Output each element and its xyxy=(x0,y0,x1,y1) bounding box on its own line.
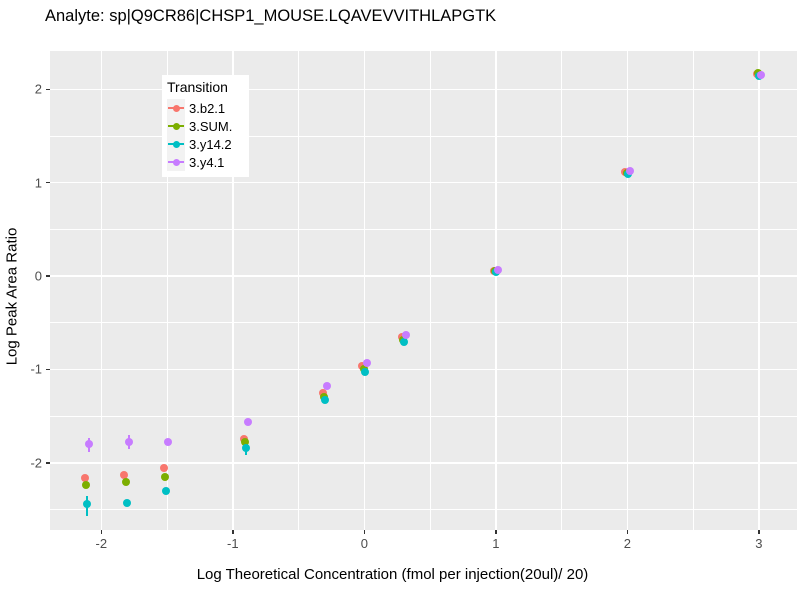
y-tick-mark xyxy=(46,275,50,277)
x-tick-mark xyxy=(100,530,103,534)
data-point xyxy=(400,338,409,347)
major-gridline-y xyxy=(50,88,797,91)
x-tick-label: 2 xyxy=(623,536,631,551)
major-gridline-x xyxy=(232,51,234,530)
major-gridline-y xyxy=(50,181,797,184)
data-point xyxy=(121,478,130,487)
data-point xyxy=(164,438,173,447)
data-point xyxy=(124,438,133,447)
x-axis-title: Log Theoretical Concentration (fmol per … xyxy=(196,566,589,583)
data-point xyxy=(120,470,129,479)
y-tick-mark xyxy=(46,462,50,464)
data-point xyxy=(122,498,131,507)
minor-gridline-y xyxy=(50,509,797,510)
x-tick-mark xyxy=(495,530,497,534)
minor-gridline-x xyxy=(429,51,431,530)
data-point xyxy=(323,382,332,391)
major-gridline-y xyxy=(50,462,797,464)
data-point xyxy=(80,473,89,482)
data-point xyxy=(242,443,251,452)
legend-item-label: 3.y14.2 xyxy=(189,136,232,152)
minor-gridline-y xyxy=(50,322,797,324)
legend-key-pointrange-icon xyxy=(167,153,185,171)
x-tick-mark xyxy=(232,530,234,534)
legend-item-label: 3.SUM. xyxy=(189,118,233,134)
data-point xyxy=(494,266,503,275)
major-gridline-x xyxy=(758,51,760,530)
legend-item: 3.y14.2 xyxy=(167,135,243,153)
data-point xyxy=(321,396,330,405)
legend-key-dot xyxy=(172,122,180,130)
legend-key-dot xyxy=(172,158,180,166)
y-tick-mark xyxy=(46,368,50,371)
y-tick-label: -2 xyxy=(30,455,42,471)
data-point xyxy=(85,440,94,449)
y-tick-label: 1 xyxy=(34,175,42,191)
plot-title: Analyte: sp|Q9CR86|CHSP1_MOUSE.LQAVEVVIT… xyxy=(45,7,497,25)
legend-item-label: 3.y4.1 xyxy=(189,154,225,170)
data-point xyxy=(83,499,92,508)
x-tick-mark xyxy=(758,530,760,534)
data-point xyxy=(159,464,168,473)
data-point xyxy=(82,481,91,490)
legend-item-label: 3.b2.1 xyxy=(189,100,226,116)
data-point xyxy=(241,438,250,447)
legend-item: 3.b2.1 xyxy=(167,99,243,117)
minor-gridline-y xyxy=(50,135,797,137)
major-gridline-x xyxy=(626,51,629,530)
major-gridline-x xyxy=(100,51,103,530)
legend-title: Transition xyxy=(167,79,228,95)
legend-key-dot xyxy=(172,104,180,112)
legend-items: 3.b2.1 3.SUM. 3.y14.2 3.y4.1 xyxy=(167,99,243,171)
x-tick-label: -1 xyxy=(227,536,239,551)
legend-key-pointrange-icon xyxy=(167,135,185,153)
x-tick-label: -2 xyxy=(95,536,108,551)
data-point xyxy=(362,358,371,367)
y-tick-label: 2 xyxy=(34,81,42,97)
x-tick-mark xyxy=(363,530,366,534)
major-gridline-x xyxy=(495,51,497,530)
legend-key-pointrange-icon xyxy=(167,117,185,135)
minor-gridline-x xyxy=(166,51,168,530)
minor-gridline-x xyxy=(692,51,694,530)
x-tick-label: 3 xyxy=(755,536,763,551)
major-gridline-y xyxy=(50,275,797,277)
y-tick-label: 0 xyxy=(34,268,42,284)
major-gridline-y xyxy=(50,368,797,371)
y-tick-mark xyxy=(46,181,50,184)
minor-gridline-x xyxy=(298,51,299,530)
data-point xyxy=(162,486,171,495)
data-point xyxy=(757,71,766,80)
y-axis-title: Log Peak Area Ratio xyxy=(3,227,21,366)
data-point xyxy=(318,388,327,397)
data-point xyxy=(161,472,170,481)
x-tick-label: 1 xyxy=(492,536,500,551)
legend-key-dot xyxy=(172,140,180,148)
minor-gridline-y xyxy=(50,228,797,230)
x-tick-label: 0 xyxy=(360,536,368,551)
legend-item: 3.SUM. xyxy=(167,117,243,135)
major-gridline-x xyxy=(363,51,366,530)
legend-key-pointrange-icon xyxy=(167,99,185,117)
y-tick-mark xyxy=(46,88,50,91)
x-tick-mark xyxy=(626,530,629,534)
data-point xyxy=(625,167,634,176)
minor-gridline-x xyxy=(561,51,562,530)
legend-item: 3.y4.1 xyxy=(167,153,243,171)
y-tick-label: -1 xyxy=(30,361,42,377)
minor-gridline-y xyxy=(50,415,797,417)
data-point xyxy=(402,330,411,339)
data-point xyxy=(244,417,253,426)
legend: Transition 3.b2.1 3.SUM. 3.y14.2 3.y4.1 xyxy=(162,75,249,177)
data-point xyxy=(360,368,369,377)
